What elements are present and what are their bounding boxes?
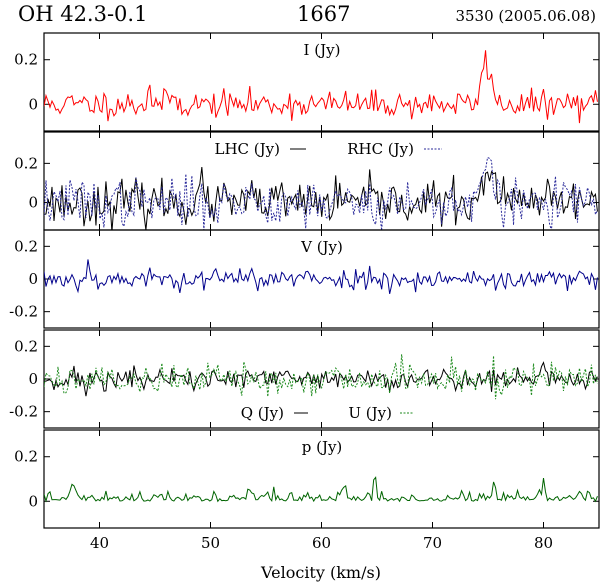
source-name: OH 42.3-0.1 <box>18 2 147 26</box>
panel-p-ytick-label: 0.2 <box>14 448 38 466</box>
series-i <box>44 50 598 124</box>
panel-V-title: V (Jy) <box>300 238 343 256</box>
panel-p: 0.2 0 p (Jy) <box>14 429 600 529</box>
panel-QU-ytick-label: -0.2 <box>9 403 38 421</box>
panel-V-ytick-label: 0.2 <box>14 237 38 255</box>
series-v <box>44 259 598 294</box>
series-u <box>44 354 598 400</box>
series-rhc <box>44 156 598 230</box>
x-tick-label: 70 <box>423 534 442 552</box>
observation-label: 3530 (2005.06.08) <box>455 7 596 25</box>
legend-lhc-label: LHC (Jy) <box>215 140 280 158</box>
panel-QU: 0.2 0 -0.2 Q (Jy) U (Jy) <box>9 329 600 429</box>
panel-I-ytick-label: 0 <box>28 95 38 113</box>
legend-rhc-label: RHC (Jy) <box>347 140 414 158</box>
panel-QU-ytick-label: 0.2 <box>14 337 38 355</box>
legend-q-label: Q (Jy) <box>241 404 284 422</box>
x-axis: 40 50 60 70 80 <box>90 534 553 552</box>
panel-I-title: I (Jy) <box>304 41 341 59</box>
panel-I: 0.2 0 I (Jy) <box>14 32 600 132</box>
panel-V: 0.2 0 -0.2 V (Jy) <box>9 229 600 329</box>
panel-p-title: p (Jy) <box>302 438 343 456</box>
panel-V-ytick-label: 0 <box>28 270 38 288</box>
x-axis-label: Velocity (km/s) <box>260 563 381 582</box>
series-q <box>44 361 598 397</box>
x-tick-label: 50 <box>201 534 220 552</box>
panel-LR: 0.2 0 LHC (Jy) RHC (Jy) <box>14 131 600 231</box>
x-tick-label: 80 <box>534 534 553 552</box>
panel-V-ytick-label: -0.2 <box>9 303 38 321</box>
x-tick-label: 40 <box>90 534 109 552</box>
panel-p-ytick-label: 0 <box>28 492 38 510</box>
series-p <box>44 476 598 503</box>
frequency-label: 1667 <box>297 2 350 26</box>
legend-u-label: U (Jy) <box>348 404 392 422</box>
panel-LR-ytick-label: 0.2 <box>14 154 38 172</box>
panel-QU-ytick-label: 0 <box>28 370 38 388</box>
panel-I-ytick-label: 0.2 <box>14 51 38 69</box>
panel-stack: 0.2 0 I (Jy) 0.2 0 LHC (Jy) RHC (Jy) 0.2 0 -0.2 V … <box>9 32 600 529</box>
series-lhc <box>44 166 598 230</box>
x-tick-label: 60 <box>312 534 331 552</box>
panel-LR-ytick-label: 0 <box>28 194 38 212</box>
